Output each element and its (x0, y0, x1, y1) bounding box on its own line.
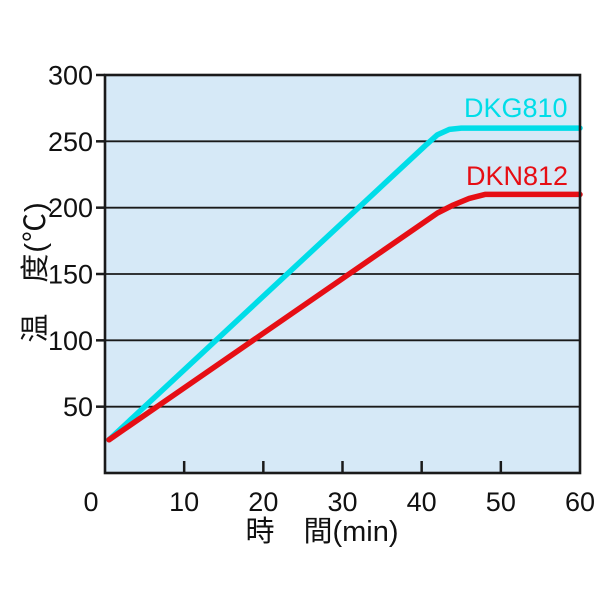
series-line-dkn812 (106, 191, 583, 443)
x-axis-title: 時 間(min) (245, 516, 399, 548)
tick-label-x-0: 0 (83, 487, 98, 517)
series-line-dkg810 (106, 125, 583, 443)
tick-label-x-60: 60 (565, 487, 595, 517)
tick-label-y-100: 100 (48, 326, 93, 356)
plot-border (103, 73, 582, 475)
tick-label-y-150: 150 (48, 260, 93, 290)
series-label-dkg810: DKG810 (464, 93, 568, 123)
tick-label-x-50: 50 (486, 487, 516, 517)
tick-label-x-10: 10 (169, 487, 199, 517)
tick-label-y-200: 200 (48, 193, 93, 223)
tick-label-x-30: 30 (327, 487, 357, 517)
y-axis-title: 温 度(℃) (20, 201, 52, 343)
tick-label-x-20: 20 (248, 487, 278, 517)
tick-label-y-250: 250 (48, 127, 93, 157)
tick-label-x-40: 40 (407, 487, 437, 517)
tick-label-y-50: 50 (63, 392, 93, 422)
series-label-dkn812: DKN812 (466, 161, 569, 191)
tick-label-y-300: 300 (48, 61, 93, 91)
